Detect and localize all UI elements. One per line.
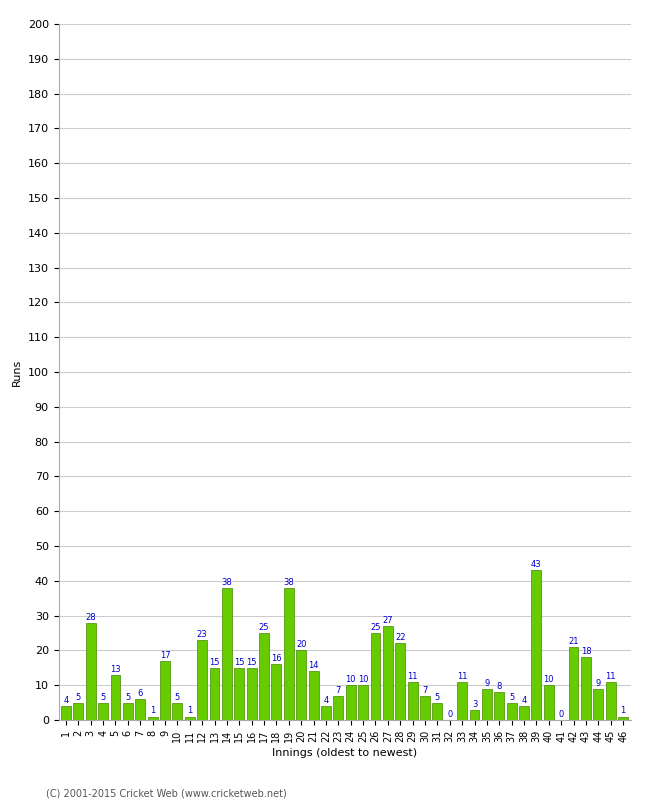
Bar <box>321 706 331 720</box>
Text: 6: 6 <box>138 689 143 698</box>
Text: 23: 23 <box>197 630 207 639</box>
Bar <box>581 658 591 720</box>
Text: 5: 5 <box>75 693 81 702</box>
Text: 10: 10 <box>358 675 369 684</box>
Text: 14: 14 <box>308 662 318 670</box>
Text: 5: 5 <box>509 693 514 702</box>
Bar <box>333 696 343 720</box>
Bar <box>222 588 232 720</box>
Bar <box>209 668 220 720</box>
Bar <box>309 671 318 720</box>
Text: 9: 9 <box>595 678 601 688</box>
Text: 28: 28 <box>85 613 96 622</box>
Text: 15: 15 <box>246 658 257 666</box>
Text: 5: 5 <box>175 693 180 702</box>
Text: 13: 13 <box>110 665 121 674</box>
Text: 11: 11 <box>605 672 616 681</box>
Bar <box>569 647 578 720</box>
Text: 1: 1 <box>187 706 192 715</box>
Bar <box>618 717 628 720</box>
Bar <box>284 588 294 720</box>
Bar <box>494 692 504 720</box>
Text: 5: 5 <box>435 693 440 702</box>
Text: 38: 38 <box>222 578 232 586</box>
Bar <box>507 702 517 720</box>
Text: 20: 20 <box>296 640 306 650</box>
Text: 17: 17 <box>160 650 170 660</box>
Bar <box>185 717 195 720</box>
Bar <box>111 674 120 720</box>
Text: 21: 21 <box>568 637 578 646</box>
Bar <box>272 664 281 720</box>
Text: 1: 1 <box>621 706 626 715</box>
Text: 0: 0 <box>447 710 452 719</box>
Bar <box>123 702 133 720</box>
Text: 4: 4 <box>63 696 68 705</box>
Bar <box>61 706 71 720</box>
Text: 25: 25 <box>370 623 381 632</box>
Text: 5: 5 <box>125 693 131 702</box>
Bar <box>383 626 393 720</box>
Text: 18: 18 <box>580 647 592 656</box>
Text: 11: 11 <box>457 672 467 681</box>
X-axis label: Innings (oldest to newest): Innings (oldest to newest) <box>272 748 417 758</box>
Bar <box>420 696 430 720</box>
Bar <box>432 702 442 720</box>
Text: 11: 11 <box>408 672 418 681</box>
Text: (C) 2001-2015 Cricket Web (www.cricketweb.net): (C) 2001-2015 Cricket Web (www.cricketwe… <box>46 788 286 798</box>
Bar <box>148 717 157 720</box>
Bar <box>172 702 182 720</box>
Bar <box>370 633 380 720</box>
Text: 15: 15 <box>209 658 220 666</box>
Text: 38: 38 <box>283 578 294 586</box>
Text: 4: 4 <box>323 696 328 705</box>
Bar <box>519 706 529 720</box>
Text: 27: 27 <box>382 616 393 625</box>
Bar <box>247 668 257 720</box>
Bar <box>135 699 145 720</box>
Text: 8: 8 <box>497 682 502 691</box>
Text: 0: 0 <box>558 710 564 719</box>
Text: 5: 5 <box>101 693 106 702</box>
Text: 15: 15 <box>234 658 244 666</box>
Text: 9: 9 <box>484 678 489 688</box>
Text: 16: 16 <box>271 654 281 663</box>
Text: 1: 1 <box>150 706 155 715</box>
Bar <box>593 689 603 720</box>
Bar <box>98 702 108 720</box>
Bar <box>395 643 405 720</box>
Bar <box>86 622 96 720</box>
Text: 7: 7 <box>422 686 428 694</box>
Bar <box>532 570 541 720</box>
Bar <box>469 710 480 720</box>
Bar <box>457 682 467 720</box>
Bar <box>259 633 269 720</box>
Text: 4: 4 <box>521 696 527 705</box>
Bar <box>358 685 368 720</box>
Text: 3: 3 <box>472 699 477 709</box>
Bar <box>234 668 244 720</box>
Bar <box>482 689 492 720</box>
Text: 10: 10 <box>543 675 554 684</box>
Text: 25: 25 <box>259 623 269 632</box>
Text: 43: 43 <box>531 560 541 570</box>
Bar <box>296 650 306 720</box>
Bar <box>408 682 417 720</box>
Bar <box>606 682 616 720</box>
Text: 10: 10 <box>345 675 356 684</box>
Text: 22: 22 <box>395 634 406 642</box>
Bar <box>346 685 356 720</box>
Bar <box>544 685 554 720</box>
Text: 7: 7 <box>335 686 341 694</box>
Bar <box>73 702 83 720</box>
Y-axis label: Runs: Runs <box>12 358 22 386</box>
Bar <box>197 640 207 720</box>
Bar <box>160 661 170 720</box>
